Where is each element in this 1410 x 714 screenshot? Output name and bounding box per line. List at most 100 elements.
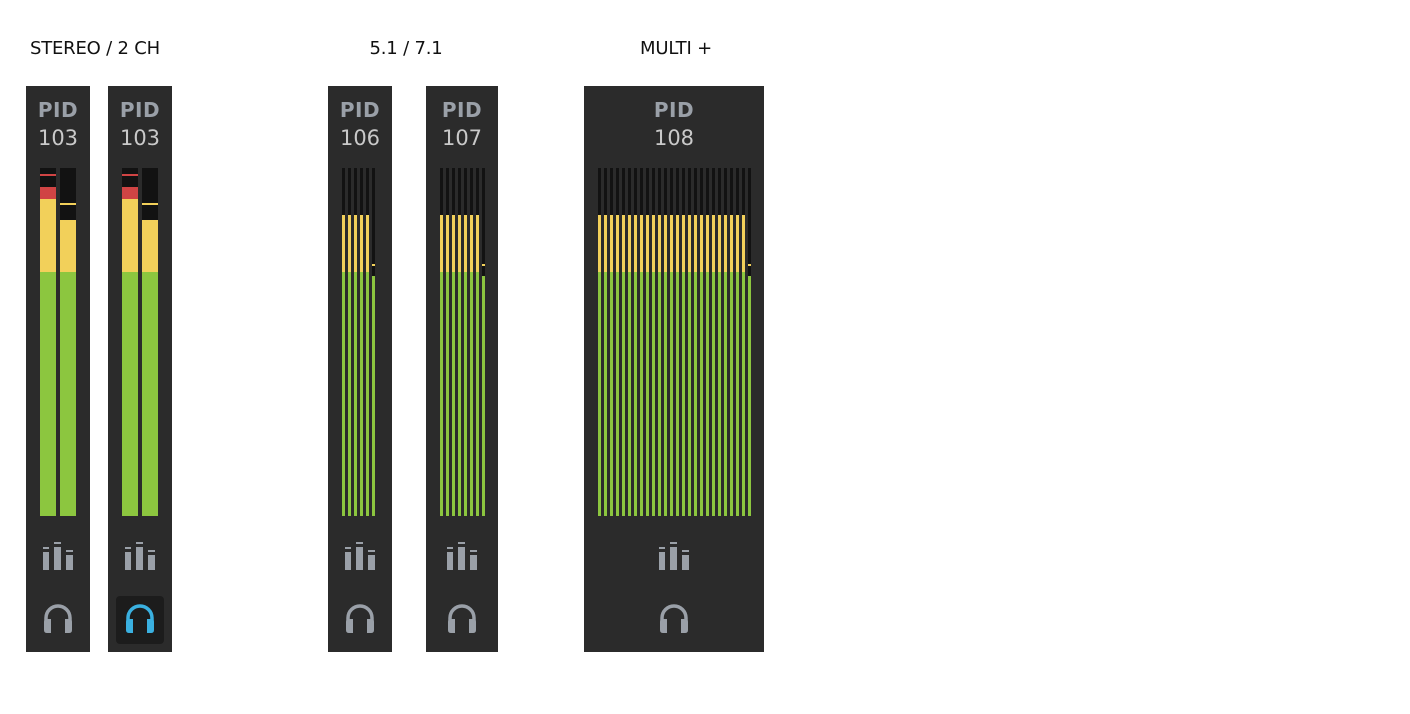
yellow-level [736, 215, 739, 272]
channel-track [634, 168, 637, 516]
equalizer-button[interactable] [345, 542, 375, 570]
channel-track [646, 168, 649, 516]
green-level [342, 272, 345, 516]
green-level [676, 272, 679, 516]
green-level [706, 272, 709, 516]
channel-track [604, 168, 607, 516]
green-level [700, 272, 703, 516]
green-level [730, 272, 733, 516]
green-level [670, 272, 673, 516]
channel-track [348, 168, 351, 516]
level-meter [40, 168, 76, 516]
pid-label: PID [441, 98, 483, 122]
green-level [440, 272, 443, 516]
equalizer-button[interactable] [125, 542, 155, 570]
group-label: MULTI + [640, 38, 712, 59]
yellow-level [694, 215, 697, 272]
yellow-level [724, 215, 727, 272]
channel-track [724, 168, 727, 516]
group-label: STEREO / 2 CH [29, 38, 161, 59]
green-level [646, 272, 649, 516]
yellow-level [464, 215, 467, 272]
headphones-monitor-button[interactable] [336, 596, 384, 644]
headphones-monitor-button[interactable] [650, 596, 698, 644]
channel-track [664, 168, 667, 516]
green-level [446, 272, 449, 516]
yellow-level [640, 215, 643, 272]
green-level [372, 276, 375, 516]
level-meter [440, 168, 485, 516]
channel-track [452, 168, 455, 516]
yellow-level [682, 215, 685, 272]
yellow-level [712, 215, 715, 272]
green-level [640, 272, 643, 516]
pid-label: PID [37, 98, 79, 122]
green-level [742, 272, 745, 516]
equalizer-icon [345, 542, 375, 570]
green-level [712, 272, 715, 516]
yellow-level [598, 215, 601, 272]
equalizer-button[interactable] [659, 542, 689, 570]
peak-marker [748, 264, 751, 266]
equalizer-button[interactable] [43, 542, 73, 570]
yellow-level [60, 220, 76, 272]
channel-track [476, 168, 479, 516]
yellow-level [40, 199, 56, 272]
channel-track [616, 168, 619, 516]
peak-marker [60, 203, 76, 205]
green-level [366, 272, 369, 516]
green-level [122, 272, 138, 516]
headphones-icon [448, 604, 476, 633]
equalizer-icon [125, 542, 155, 570]
equalizer-icon [659, 542, 689, 570]
channel-track [610, 168, 613, 516]
channel-track [676, 168, 679, 516]
channel-track [670, 168, 673, 516]
peak-marker [122, 174, 138, 176]
channel-track [446, 168, 449, 516]
channel-track [360, 168, 363, 516]
green-level [634, 272, 637, 516]
channel-track [748, 168, 751, 516]
green-level [60, 272, 76, 516]
pid-number: 107 [441, 126, 483, 150]
green-level [748, 276, 751, 516]
audio-strip-pid-103: PID 103 [26, 86, 90, 652]
channel-track [458, 168, 461, 516]
channel-track [700, 168, 703, 516]
channel-track [712, 168, 715, 516]
channel-track [464, 168, 467, 516]
yellow-level [664, 215, 667, 272]
yellow-level [366, 215, 369, 272]
yellow-level [470, 215, 473, 272]
channel-track [694, 168, 697, 516]
channel-track [122, 168, 138, 516]
green-level [664, 272, 667, 516]
pid-number: 103 [37, 126, 79, 150]
green-level [452, 272, 455, 516]
peak-marker [142, 203, 158, 205]
headphones-monitor-button[interactable] [438, 596, 486, 644]
green-level [610, 272, 613, 516]
headphones-monitor-button[interactable] [116, 596, 164, 644]
channel-track [706, 168, 709, 516]
pid-number: 103 [119, 126, 161, 150]
yellow-level [706, 215, 709, 272]
headphones-icon [44, 604, 72, 633]
channel-track [658, 168, 661, 516]
green-level [476, 272, 479, 516]
yellow-level [142, 220, 158, 272]
level-meter [122, 168, 158, 516]
headphones-monitor-button[interactable] [34, 596, 82, 644]
channel-track [482, 168, 485, 516]
pid-label: PID [653, 98, 695, 122]
yellow-level [622, 215, 625, 272]
channel-track [652, 168, 655, 516]
channel-track [718, 168, 721, 516]
yellow-level [676, 215, 679, 272]
equalizer-button[interactable] [447, 542, 477, 570]
equalizer-icon [447, 542, 477, 570]
channel-track [354, 168, 357, 516]
green-level [682, 272, 685, 516]
green-level [604, 272, 607, 516]
